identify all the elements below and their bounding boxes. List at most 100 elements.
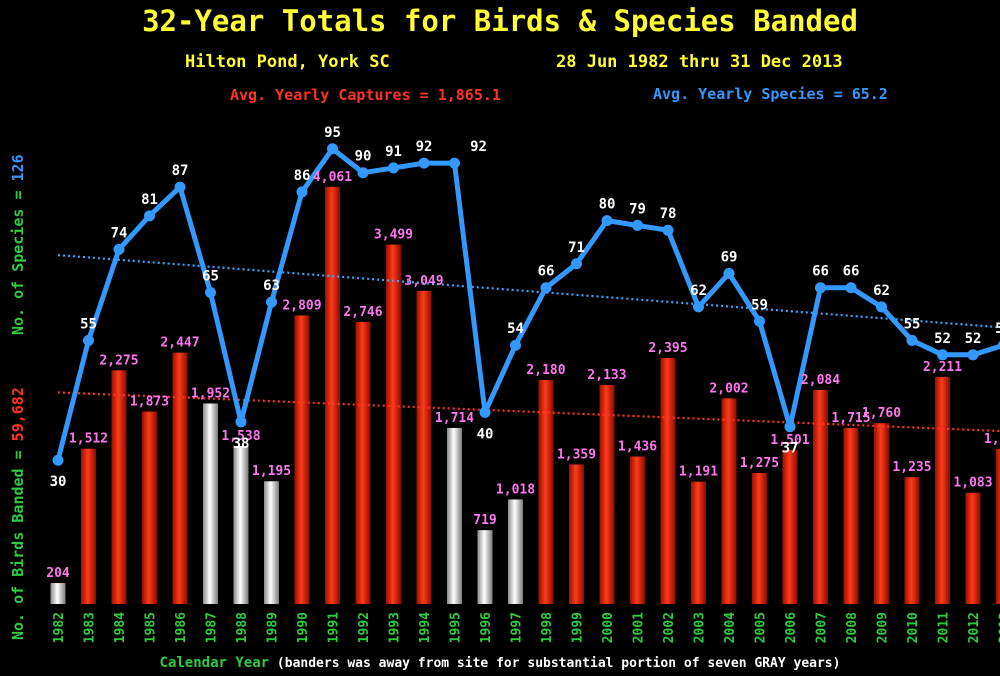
bar-label-1983: 1,512 [69,432,108,447]
birds-total: 59,682 [9,387,27,442]
species-label-2000: 80 [599,197,616,213]
species-point-2003 [693,301,704,313]
x-tick-2010: 2010 [906,612,921,643]
bar-1994 [416,290,432,604]
bar-label-1982: 204 [46,566,70,581]
bar-label-1991: 4,061 [313,170,352,185]
x-tick-1987: 1987 [205,612,220,643]
bar-2008 [843,427,859,604]
bar-label-2009: 1,760 [862,406,901,421]
species-point-1986 [174,181,186,193]
bar-1992 [355,321,371,604]
birds-axis-text: No. of Birds Banded = [9,441,27,640]
x-tick-labels-group: 1982 1983 1984 1985 1986 1987 1988 1989 1990 1991… [52,612,1000,643]
species-label-1983: 55 [80,316,97,332]
species-label-1993: 91 [385,144,402,160]
birds-trendline [57,391,1000,433]
species-axis-text: No. of Species = [9,181,27,336]
species-point-1999 [571,258,582,270]
bar-1990 [294,315,310,604]
x-tick-2013: 2013 [998,612,1000,643]
x-tick-2011: 2011 [937,612,952,643]
species-label-1996: 40 [477,426,494,442]
x-tick-2012: 2012 [967,612,982,643]
bar-1984 [111,370,127,604]
species-point-1987 [205,287,216,299]
bar-2011 [935,376,950,604]
bar-label-1990: 2,809 [282,298,321,313]
bar-1998 [538,380,554,604]
bar-2000 [599,384,615,604]
bar-label-2002: 2,395 [648,341,687,356]
x-tick-1982: 1982 [52,612,67,643]
bar-label-1984: 2,275 [99,353,138,368]
bar-2012 [965,492,981,604]
bar-label-1999: 1,359 [557,447,596,462]
x-axis-title: Calendar Year [159,655,270,671]
species-point-2002 [662,224,674,236]
species-label-2003: 62 [690,283,707,299]
x-tick-1996: 1996 [479,612,494,643]
x-tick-1994: 1994 [418,612,433,643]
bars-group [50,186,1000,605]
x-tick-1998: 1998 [540,612,555,643]
bar-label-1987: 1,952 [191,386,230,401]
bar-1982 [50,583,66,604]
point-labels-group: 30 55 74 81 87 65 38 63 86 95 90 91 92 92 40 54 66 71 80 79… [50,125,1000,490]
species-trendline [57,254,1000,329]
species-label-2008: 66 [843,264,860,280]
species-label-2010: 55 [904,316,921,332]
x-tick-2002: 2002 [662,612,677,643]
bar-label-1986: 2,447 [160,336,199,351]
species-label-2013: 54 [995,321,1000,337]
bar-label-1995: 1,714 [435,411,474,426]
species-label-1985: 81 [141,192,158,208]
species-point-2010 [906,334,918,346]
bar-label-1997: 1,018 [496,482,535,497]
x-tick-2003: 2003 [693,612,708,643]
bar-2002 [660,357,676,604]
x-tick-1983: 1983 [83,612,98,643]
species-point-1994 [418,157,430,169]
species-point-1985 [144,210,155,222]
bar-label-2004: 2,002 [709,381,748,396]
bar-label-2006: 1,501 [770,433,809,448]
species-label-1988: 38 [233,436,250,452]
species-label-1998: 66 [538,264,555,280]
species-point-1992 [357,167,369,179]
species-point-1983 [83,334,94,346]
x-axis-note-a: (banders was away from site for substant… [269,656,755,671]
species-point-1988 [235,416,247,428]
x-tick-1999: 1999 [571,612,586,643]
species-point-2009 [876,301,887,313]
bar-2006 [782,449,798,604]
x-tick-1993: 1993 [388,612,403,643]
x-axis-note-b: years) [785,656,841,671]
bar-1986 [172,352,188,604]
species-point-1996 [479,406,491,418]
species-point-1989 [266,296,277,308]
bar-labels-group: 204 1,512 2,275 1,873 2,447 1,952 1,538 1,195 2,… [46,170,1000,581]
species-label-1999: 71 [568,240,585,256]
species-point-2005 [754,315,765,327]
date-range-subtitle: 28 Jun 1982 thru 31 Dec 2013 [556,52,843,72]
bar-label-2005: 1,275 [740,456,779,471]
bar-2003 [691,481,706,604]
location-subtitle: Hilton Pond, York SC [185,52,390,72]
species-point-1995 [449,157,460,169]
species-label-1995: 92 [470,139,487,155]
bar-label-1998: 2,180 [526,363,565,378]
species-label-2009: 62 [873,283,890,299]
x-tick-1990: 1990 [296,612,311,643]
species-label-2012: 52 [965,331,982,347]
species-point-1984 [113,243,125,255]
x-tick-2006: 2006 [784,612,799,643]
species-label-1991: 95 [324,125,341,141]
species-point-2001 [632,219,643,231]
x-axis-note-gray: GRAY [754,656,786,671]
species-label-1994: 92 [416,139,433,155]
species-axis-label: No. of Species = 126 [9,154,27,335]
bar-label-2008: 1,715 [831,411,870,426]
species-label-1989: 63 [263,278,280,294]
bar-1988 [233,446,249,604]
